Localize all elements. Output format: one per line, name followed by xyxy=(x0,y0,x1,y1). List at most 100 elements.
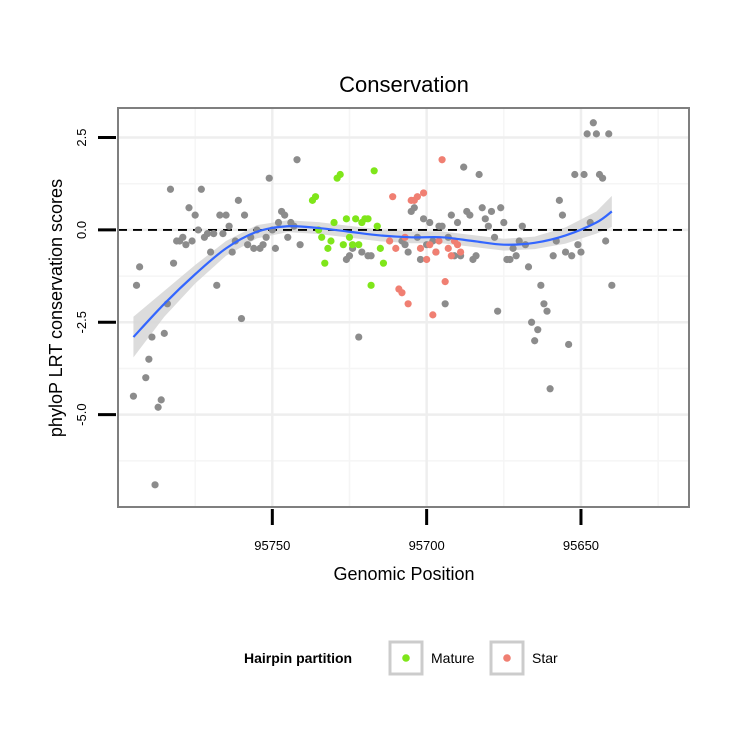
data-point-other xyxy=(185,204,193,212)
data-point-other xyxy=(466,211,474,219)
data-point-other xyxy=(472,252,480,260)
y-tick-label: -5.0 xyxy=(74,403,89,425)
data-point-other xyxy=(259,241,267,249)
data-point-other xyxy=(543,307,551,315)
data-point-other xyxy=(555,196,563,204)
data-point-star xyxy=(416,244,425,252)
data-point-other xyxy=(151,481,159,489)
data-point-star xyxy=(426,241,434,249)
data-point-star xyxy=(389,193,397,201)
data-point-other xyxy=(262,233,270,241)
data-point-other xyxy=(549,252,557,260)
data-point-other xyxy=(602,237,610,245)
data-point-other xyxy=(561,248,570,256)
data-point-mature xyxy=(364,215,372,223)
data-point-star xyxy=(419,189,428,197)
data-point-other xyxy=(515,237,523,245)
data-point-other xyxy=(188,237,196,245)
data-point-other xyxy=(509,244,517,252)
data-point-other xyxy=(160,329,168,337)
x-tick-label: 95700 xyxy=(409,538,445,553)
data-point-star xyxy=(404,300,412,308)
data-point-mature xyxy=(342,215,350,223)
data-point-other xyxy=(500,218,508,227)
data-point-other xyxy=(148,333,156,341)
data-point-other xyxy=(265,174,273,182)
data-point-other xyxy=(524,263,533,271)
data-point-other xyxy=(401,241,409,249)
data-points xyxy=(129,119,616,489)
data-point-mature xyxy=(327,237,335,245)
data-point-mature xyxy=(370,167,378,175)
data-point-other xyxy=(574,241,582,249)
data-point-other xyxy=(345,252,354,260)
data-point-other xyxy=(367,252,375,260)
data-point-star xyxy=(392,244,400,252)
x-axis: 95750 95700 95650 xyxy=(254,509,599,553)
data-point-other xyxy=(478,204,486,212)
data-point-other xyxy=(410,204,418,212)
data-point-other xyxy=(527,318,536,326)
legend-marker xyxy=(402,654,410,662)
data-point-other xyxy=(497,204,505,212)
data-point-other xyxy=(481,215,489,223)
data-point-other xyxy=(419,215,428,223)
data-point-mature xyxy=(379,259,388,267)
data-point-other xyxy=(565,340,573,349)
x-axis-label: Genomic Position xyxy=(333,564,474,584)
data-point-other xyxy=(206,248,215,256)
data-point-other xyxy=(132,281,141,289)
data-point-other xyxy=(250,244,258,252)
data-point-other xyxy=(441,300,449,308)
data-point-star xyxy=(444,244,452,252)
legend-title: Hairpin partition xyxy=(244,650,352,666)
data-point-other xyxy=(145,355,153,363)
data-point-mature xyxy=(339,241,347,249)
data-point-star xyxy=(441,278,449,286)
data-point-other xyxy=(234,196,242,204)
data-point-star xyxy=(423,255,431,264)
data-point-other xyxy=(447,211,455,219)
data-point-other xyxy=(592,130,601,138)
data-point-other xyxy=(179,233,187,241)
data-point-mature xyxy=(318,233,326,241)
data-point-other xyxy=(271,244,280,252)
data-point-other xyxy=(281,211,289,219)
data-point-other xyxy=(484,222,492,230)
data-point-other xyxy=(453,218,462,227)
data-point-other xyxy=(240,211,249,219)
data-point-other xyxy=(166,185,175,193)
data-point-star xyxy=(386,237,394,245)
data-point-mature xyxy=(324,244,332,252)
data-point-other xyxy=(197,185,205,193)
data-point-other xyxy=(404,248,412,256)
data-point-other xyxy=(284,233,292,241)
data-point-star xyxy=(398,289,406,297)
data-point-other xyxy=(213,281,221,289)
y-tick-label: -2.5 xyxy=(74,311,89,333)
data-point-mature xyxy=(373,222,381,230)
data-point-other xyxy=(475,170,483,179)
data-point-other xyxy=(537,281,545,289)
data-point-other xyxy=(169,259,178,267)
legend: Hairpin partition Mature Star xyxy=(244,640,558,676)
data-point-other xyxy=(237,314,246,323)
data-point-mature xyxy=(348,241,357,249)
data-point-other xyxy=(583,130,591,138)
data-point-star xyxy=(453,241,462,249)
data-point-other xyxy=(157,396,165,404)
data-point-other xyxy=(512,252,520,260)
data-point-other xyxy=(203,230,212,238)
data-point-other xyxy=(605,130,613,138)
data-point-other xyxy=(608,281,616,289)
data-point-other xyxy=(531,337,539,345)
data-point-mature xyxy=(376,244,384,252)
y-tick-label: 2.5 xyxy=(74,129,89,147)
data-point-star xyxy=(429,311,437,319)
y-tick-label: 0.0 xyxy=(74,221,89,239)
data-point-other xyxy=(355,333,363,341)
data-point-other xyxy=(194,226,202,234)
data-point-other xyxy=(580,170,588,179)
plot-border xyxy=(117,107,690,508)
data-point-other xyxy=(598,174,607,182)
